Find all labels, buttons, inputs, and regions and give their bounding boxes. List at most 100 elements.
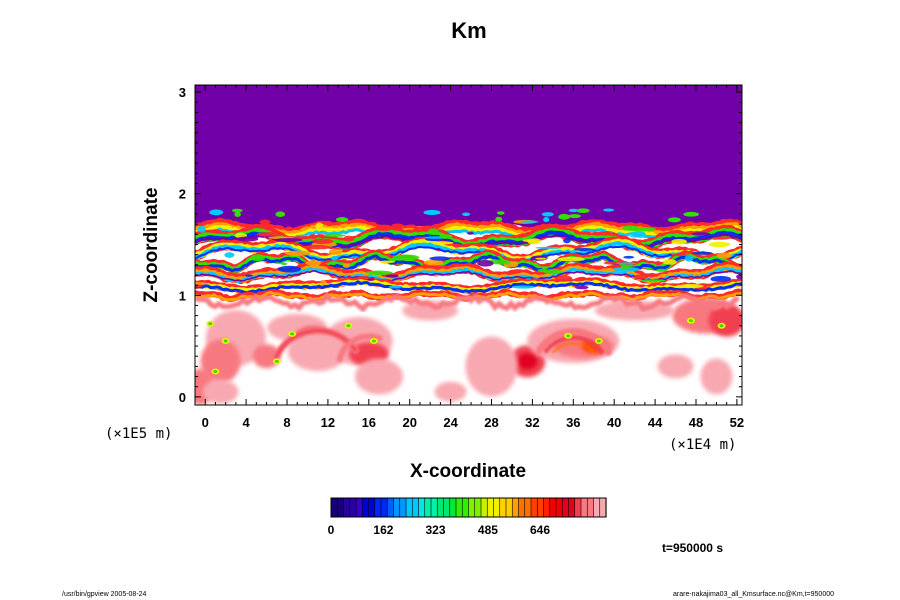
- eddy: [656, 268, 667, 272]
- x-axis: 0 4 8 12 16 20 24 28 32 36 40 44 48 52: [202, 85, 744, 430]
- colorbar-swatch: [336, 497, 345, 518]
- turbulence-band: [195, 241, 742, 265]
- upper-edge-blob: [335, 217, 349, 223]
- eddy: [375, 224, 393, 232]
- eddy: [391, 223, 405, 229]
- upper-edge-blob: [231, 208, 243, 213]
- convective-blob: [200, 339, 241, 384]
- x-tick-label: 44: [648, 415, 663, 430]
- eddy: [328, 248, 343, 255]
- hot-core-center: [208, 322, 213, 326]
- colorbar-swatch: [461, 497, 470, 518]
- colorbar-swatch: [543, 497, 551, 518]
- eddy: [641, 279, 666, 282]
- colorbar-swatch: [568, 497, 576, 518]
- footer-right: arare-nakajima03_all_Kmsurface.nc@Km,t=9…: [673, 591, 834, 598]
- eddy: [710, 275, 732, 283]
- eddy: [432, 241, 454, 245]
- colorbar-swatch: [480, 497, 488, 518]
- colorbar-swatch: [524, 497, 532, 518]
- x-tick-label: 48: [689, 415, 703, 430]
- eddy: [692, 251, 713, 255]
- field-layer: [195, 85, 742, 405]
- eddy: [736, 274, 742, 280]
- hot-core-center: [566, 334, 571, 338]
- plot-frame: [194, 84, 743, 406]
- eddy: [315, 222, 324, 230]
- colorbar: [330, 497, 607, 518]
- eddy: [608, 273, 615, 276]
- colorbar-swatch: [468, 497, 476, 518]
- eddy: [670, 253, 690, 257]
- eddy: [274, 238, 303, 243]
- eddy: [385, 274, 399, 278]
- colorbar-swatch: [536, 497, 545, 518]
- hot-core-center: [719, 324, 724, 328]
- eddy: [323, 234, 347, 237]
- eddy: [305, 260, 322, 266]
- eddy: [277, 265, 302, 273]
- x-tick-label: 16: [362, 415, 376, 430]
- upper-edge-blob: [568, 208, 579, 213]
- x-tick-label: 32: [525, 415, 539, 430]
- eddy: [620, 264, 630, 270]
- eddy: [365, 270, 393, 275]
- y-tick-label: 3: [179, 85, 186, 100]
- hot-core-center: [274, 359, 279, 363]
- colorbar-swatch: [355, 497, 363, 518]
- convective-blob: [465, 336, 518, 397]
- eddy: [343, 235, 355, 242]
- colorbar-swatch: [593, 497, 601, 518]
- colorbar-swatch: [436, 497, 445, 518]
- upper-edge-blob: [683, 211, 700, 217]
- colorbar-swatch: [361, 497, 370, 518]
- upper-edge-blob: [496, 211, 505, 215]
- eddy: [312, 238, 334, 245]
- colorbar-tick-label: 162: [373, 523, 393, 537]
- eddy: [320, 280, 327, 286]
- convective-blob: [657, 354, 694, 379]
- x-tick-label: 24: [443, 415, 458, 430]
- hot-core-center: [688, 319, 693, 323]
- convective-blob: [355, 358, 404, 395]
- colorbar-swatch: [393, 497, 401, 518]
- colorbar-tick-label: 0: [328, 523, 335, 537]
- eddy: [535, 257, 547, 260]
- upper-edge-blob: [541, 212, 554, 217]
- eddy: [429, 256, 451, 261]
- eddy: [388, 285, 402, 289]
- eddy: [708, 241, 731, 248]
- time-label: t=950000 s: [662, 541, 723, 555]
- eddy: [250, 254, 266, 262]
- colorbar-labels: 0 162 323 485 646: [328, 523, 551, 537]
- colorbar-swatch: [349, 497, 357, 518]
- y-axis-title: Z-coordinate: [141, 187, 162, 302]
- x-tick-label: 0: [202, 415, 209, 430]
- x-axis-title: X-coordinate: [410, 461, 526, 482]
- x-tick-label: 4: [243, 415, 251, 430]
- colorbar-swatch: [368, 497, 376, 518]
- eddy: [378, 260, 396, 264]
- eddy: [467, 231, 474, 235]
- eddy: [662, 259, 677, 265]
- plume-arc: [544, 335, 604, 355]
- hot-core-center: [213, 369, 218, 373]
- footer-left: /usr/bin/gpview 2005-08-24: [62, 591, 147, 598]
- eddy: [671, 238, 687, 245]
- y-tick-label: 0: [179, 390, 186, 405]
- eddy: [622, 225, 639, 231]
- x-tick-label: 52: [730, 415, 744, 430]
- colorbar-frame: [330, 497, 607, 518]
- colorbar-swatch: [511, 497, 520, 518]
- eddy: [520, 220, 539, 224]
- colorbar-swatch: [586, 497, 595, 518]
- colorbar-swatch: [505, 497, 513, 518]
- colorbar-swatch: [418, 497, 426, 518]
- colorbar-swatch: [405, 497, 413, 518]
- colorbar-swatch: [599, 497, 607, 518]
- x-tick-label: 28: [484, 415, 498, 430]
- convective-blob: [517, 353, 538, 370]
- upper-edge-blob: [275, 211, 286, 217]
- colorbar-swatch: [518, 497, 526, 518]
- eddy: [629, 235, 657, 238]
